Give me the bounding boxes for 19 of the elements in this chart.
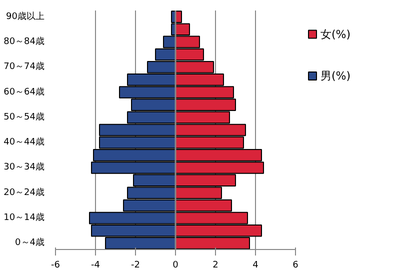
x-tick-label: -4	[91, 260, 100, 270]
y-tick-label: 30～34歳	[4, 162, 44, 173]
y-tick-label: 0～4歳	[15, 237, 44, 248]
legend-label: 男(%)	[320, 69, 351, 82]
x-tick-label: -2	[131, 260, 140, 270]
x-tick-label: 6	[292, 260, 299, 270]
x-tick-label: 4	[252, 260, 259, 270]
y-tick-label: 90歳以上	[6, 10, 44, 22]
y-tick-label: 70～74歳	[4, 61, 44, 72]
y-tick-label: 10～14歳	[4, 212, 44, 224]
x-tick-label: 2	[212, 260, 218, 270]
y-tick-label: 50～54歳	[4, 111, 44, 122]
y-tick-label: 80～84歳	[4, 36, 44, 47]
y-tick-label: 20～24歳	[4, 186, 44, 198]
legend-label: 女(%)	[320, 28, 351, 41]
x-tick-label: 0	[172, 260, 179, 270]
y-tick-label: 40～44歳	[4, 136, 44, 148]
y-tick-label: 60～64歳	[4, 86, 44, 98]
x-tick-label: -6	[51, 260, 60, 270]
